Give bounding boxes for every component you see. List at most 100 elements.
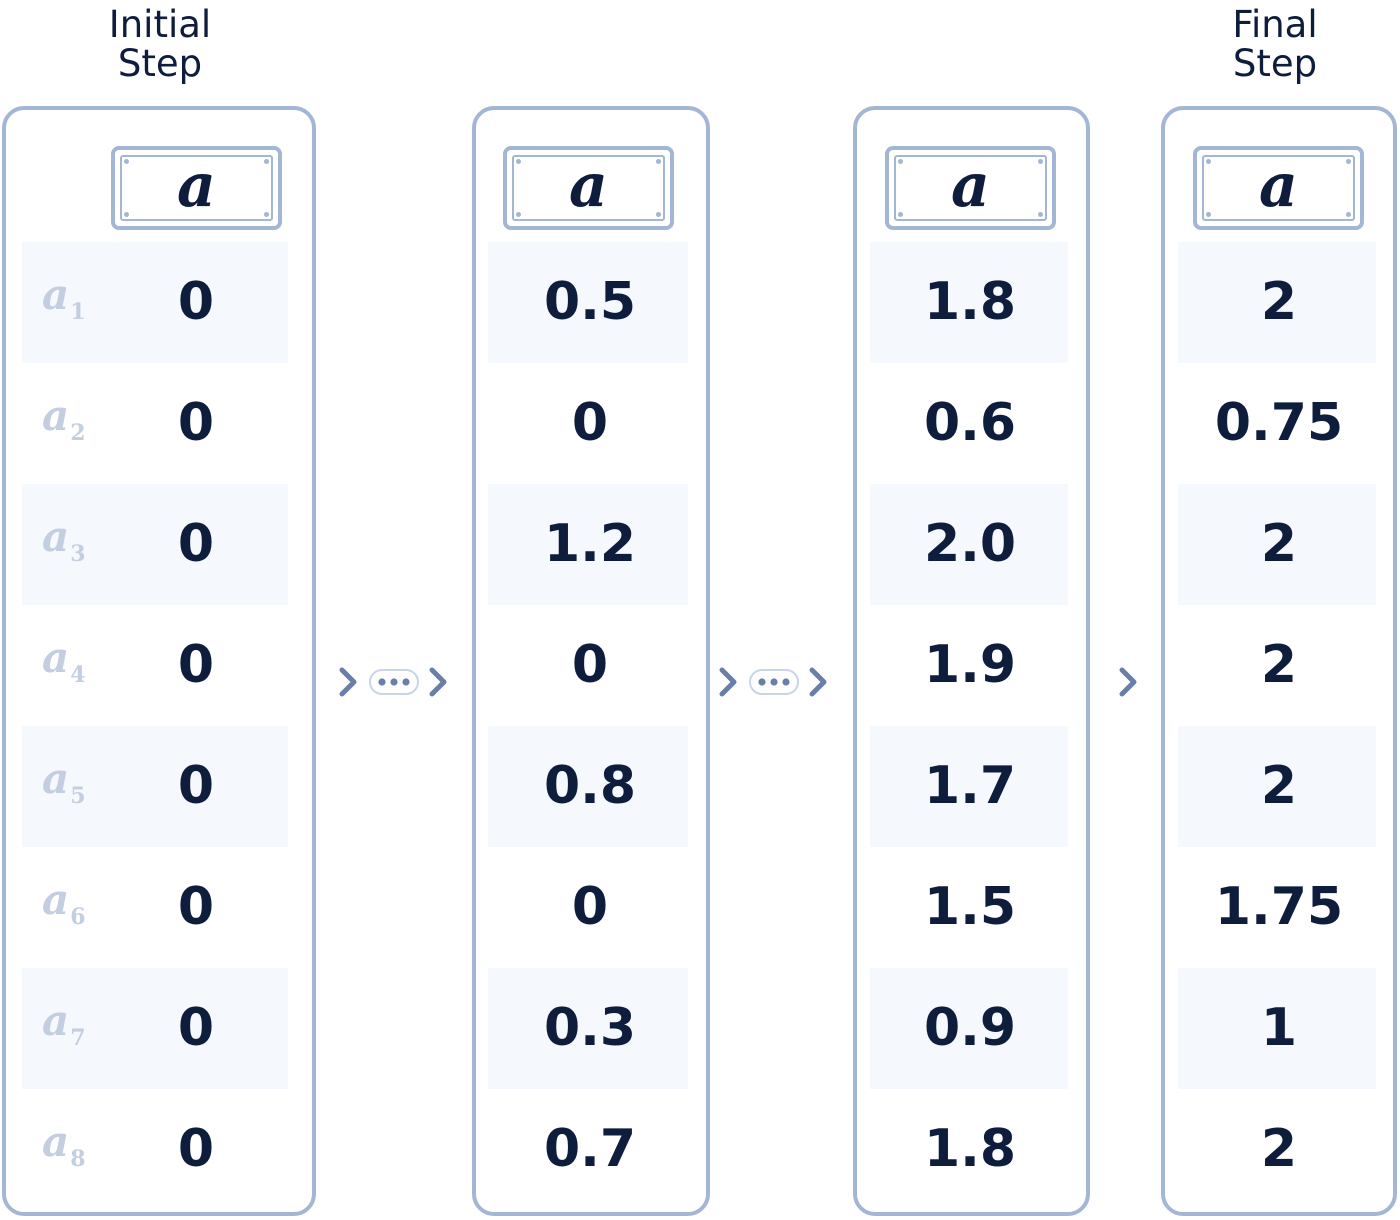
row-label: a2 [42, 391, 86, 446]
caption-initial-step: Initial Step [60, 5, 260, 83]
row-label-base: a [42, 996, 70, 1045]
cell-value: 0.7 [543, 1119, 637, 1179]
cell-value: 2.0 [923, 514, 1017, 574]
row-label-base: a [42, 875, 70, 924]
row-shade [488, 726, 688, 847]
caption-initial-line1: Initial [108, 3, 212, 46]
row-shade [1178, 968, 1376, 1089]
row-label-index: 1 [70, 299, 86, 325]
row-shade [22, 484, 288, 605]
cell-value: 0.5 [543, 272, 637, 332]
chevron-right-icon [1119, 667, 1137, 697]
connector-graphic [1119, 667, 1137, 697]
row-label-base: a [42, 391, 70, 440]
header-rivet [264, 212, 269, 217]
ellipsis-dot-icon [758, 678, 766, 686]
row-shade [870, 484, 1068, 605]
cell-value: 0 [571, 635, 609, 695]
ellipsis-dot-icon [378, 678, 386, 686]
row-label-index: 4 [70, 662, 86, 688]
column-header-alpha: a [111, 146, 282, 230]
cell-value: 0 [177, 514, 215, 574]
row-label: a6 [42, 875, 86, 930]
cell-value: 0 [177, 393, 215, 453]
row-shade [870, 726, 1068, 847]
step-column-4: a 2 0.75 2 2 2 1.75 1 2 [1161, 106, 1397, 1216]
row-label-index: 3 [70, 541, 86, 567]
row-shade [1178, 726, 1376, 847]
row-label-index: 7 [70, 1025, 86, 1051]
header-symbol: a [951, 151, 990, 221]
row-shade [1178, 242, 1376, 363]
cell-value: 1.5 [923, 877, 1017, 937]
header-rivet [1206, 159, 1211, 164]
header-rivet [1206, 212, 1211, 217]
cell-value: 0 [177, 877, 215, 937]
column-header-alpha: a [885, 146, 1056, 230]
row-label: a3 [42, 512, 86, 567]
caption-initial-line2: Step [117, 42, 203, 85]
cell-value: 0.6 [923, 393, 1017, 453]
row-label: a4 [42, 633, 86, 688]
caption-final-line2: Step [1232, 42, 1318, 85]
cell-value: 1.75 [1214, 877, 1344, 937]
arrow-connector [1112, 660, 1142, 704]
chevron-right-icon [719, 667, 737, 697]
cell-value: 1.8 [923, 1119, 1017, 1179]
row-label-index: 2 [70, 420, 86, 446]
row-shade [870, 968, 1068, 1089]
row-shade [488, 484, 688, 605]
cell-value: 0 [177, 635, 215, 695]
cell-value: 1.9 [923, 635, 1017, 695]
column-header-alpha: a [1193, 146, 1364, 230]
cell-value: 2 [1260, 635, 1298, 695]
row-shade [870, 242, 1068, 363]
cell-value: 0.8 [543, 756, 637, 816]
cell-value: 0.9 [923, 998, 1017, 1058]
header-rivet [1038, 159, 1043, 164]
step-column-3: a 1.8 0.6 2.0 1.9 1.7 1.5 0.9 1.8 [853, 106, 1090, 1216]
row-label: a7 [42, 996, 86, 1051]
header-rivet [516, 159, 521, 164]
header-rivet [124, 159, 129, 164]
cell-value: 2 [1260, 756, 1298, 816]
step-column-2: a 0.5 0 1.2 0 0.8 0 0.3 0.7 [472, 106, 710, 1216]
header-rivet [516, 212, 521, 217]
caption-final-line1: Final [1232, 3, 1318, 46]
row-label-index: 5 [70, 783, 86, 809]
ellipsis-dot-icon [390, 678, 398, 686]
row-shade [1178, 484, 1376, 605]
row-label-base: a [42, 754, 70, 803]
row-shade [488, 968, 688, 1089]
header-rivet [656, 212, 661, 217]
ellipsis-arrow-connector [716, 660, 832, 704]
row-label: a5 [42, 754, 86, 809]
cell-value: 1 [1260, 998, 1298, 1058]
cell-value: 2 [1260, 1119, 1298, 1179]
caption-final-step: Final Step [1175, 5, 1375, 83]
chevron-right-icon [339, 667, 357, 697]
cell-value: 2 [1260, 272, 1298, 332]
row-label-base: a [42, 633, 70, 682]
row-label: a8 [42, 1117, 86, 1172]
cell-value: 1.8 [923, 272, 1017, 332]
cell-value: 0.3 [543, 998, 637, 1058]
cell-value: 0.75 [1214, 393, 1344, 453]
cell-value: 0 [571, 877, 609, 937]
header-symbol: a [569, 151, 608, 221]
column-header-alpha: a [503, 146, 674, 230]
cell-value: 2 [1260, 514, 1298, 574]
ellipsis-arrow-connector [336, 660, 452, 704]
cell-value: 0 [177, 756, 215, 816]
cell-value: 0 [571, 393, 609, 453]
row-label-base: a [42, 1117, 70, 1166]
header-rivet [656, 159, 661, 164]
cell-value: 0 [177, 272, 215, 332]
row-shade [488, 242, 688, 363]
row-label-base: a [42, 512, 70, 561]
ellipsis-dot-icon [782, 678, 790, 686]
row-shade [22, 968, 288, 1089]
chevron-right-icon [809, 667, 827, 697]
cell-value: 0 [177, 1119, 215, 1179]
cell-value: 1.2 [543, 514, 637, 574]
